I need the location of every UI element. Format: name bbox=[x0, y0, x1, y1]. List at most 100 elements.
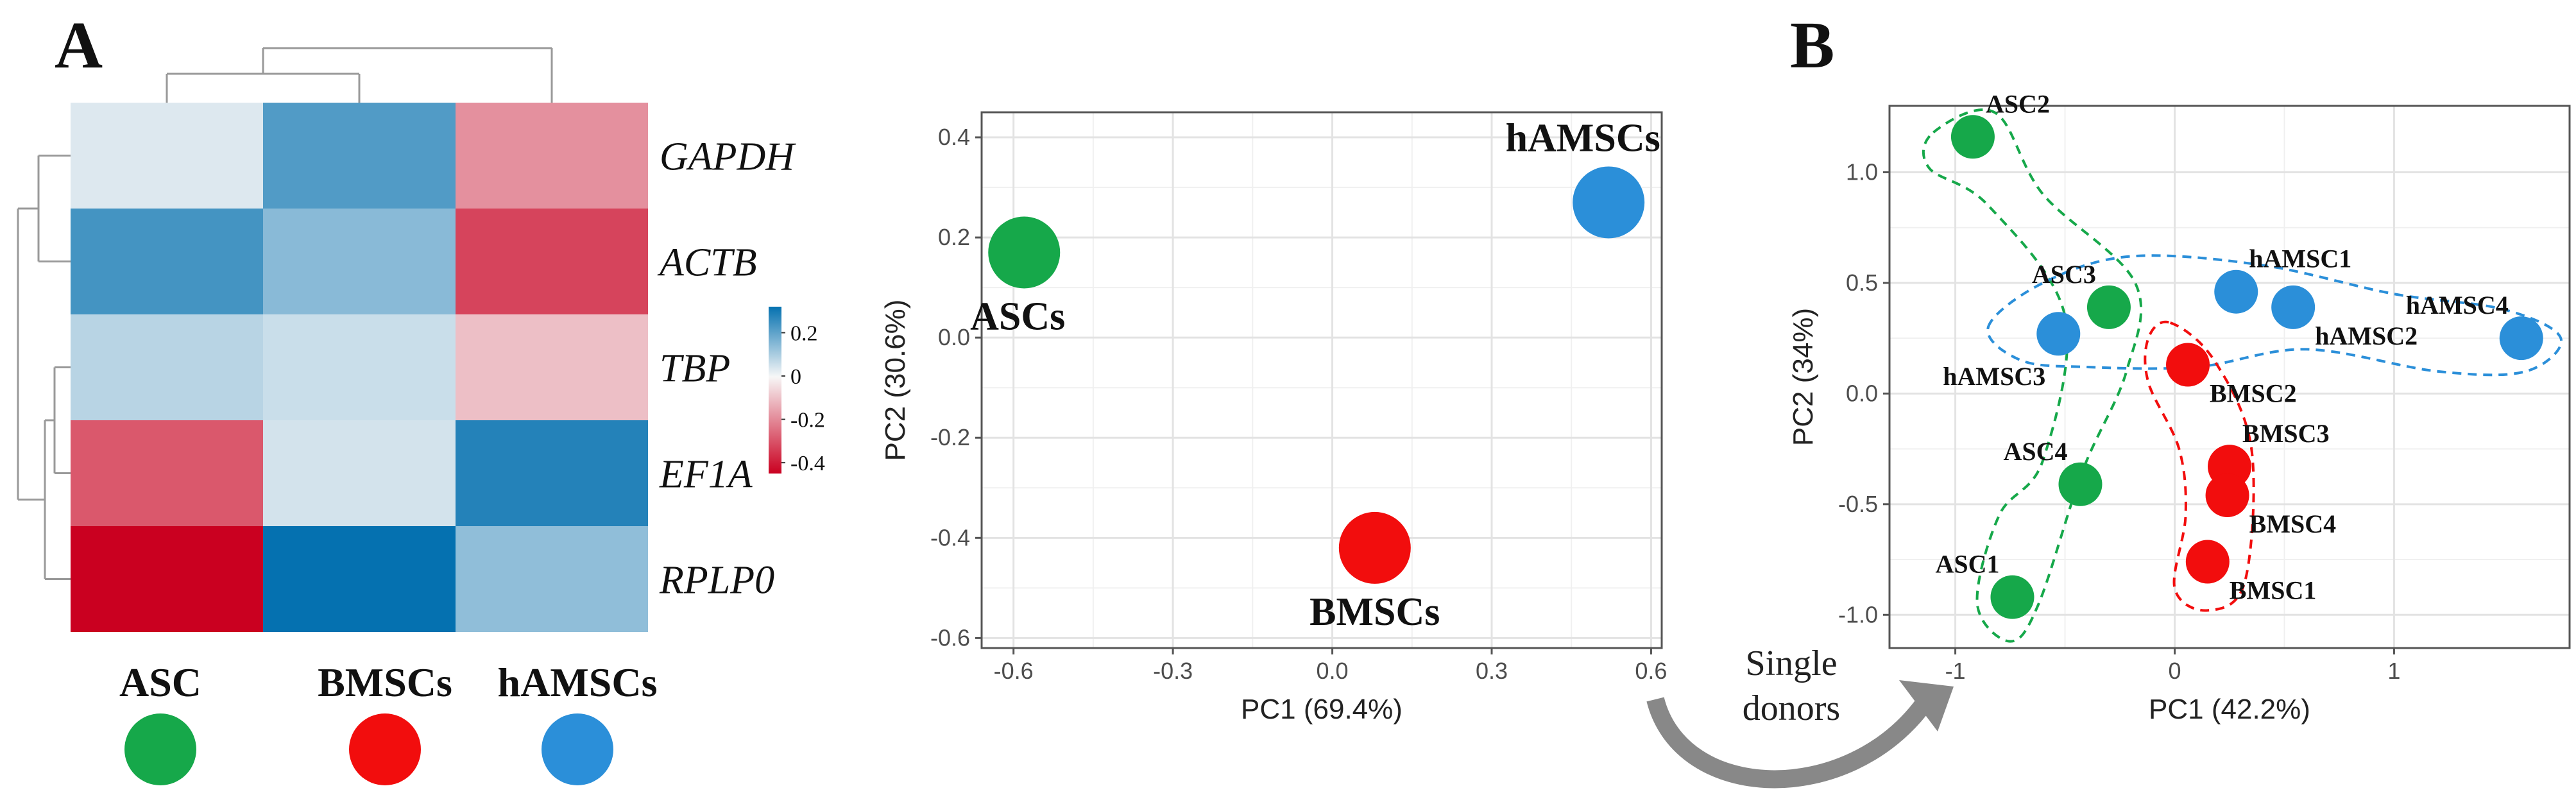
x-tick-label: -1 bbox=[1945, 658, 1966, 684]
point-label: hAMSCs bbox=[1506, 116, 1660, 160]
transition-line2: donors bbox=[1743, 688, 1840, 728]
heatmap-row-labels: GAPDH ACTB TBP EF1A RPLP0 bbox=[657, 135, 796, 602]
legend-swatch bbox=[349, 713, 421, 785]
legend-label: ASC bbox=[119, 660, 201, 705]
data-point bbox=[2058, 462, 2103, 506]
data-point bbox=[1573, 166, 1645, 239]
x-axis-label: PC1 (69.4%) bbox=[1241, 694, 1403, 725]
group-hull bbox=[1922, 108, 2143, 643]
colorbar-gradient bbox=[769, 307, 781, 474]
data-point bbox=[2166, 343, 2210, 387]
y-tick-label: -0.4 bbox=[930, 524, 970, 551]
column-dendrogram bbox=[166, 47, 553, 103]
curved-arrow-icon bbox=[1646, 697, 1932, 789]
group-legend: ASC BMSCs hAMSCs bbox=[119, 660, 657, 785]
pca-chart-groups: -0.6 -0.3 0.0 0.3 0.6 -0.6 -0.4 -0.2 0.0 0.2 0.4 PC… bbox=[880, 111, 1667, 725]
point-label: ASC3 bbox=[2032, 260, 2096, 289]
data-point bbox=[2205, 474, 2249, 518]
data-point bbox=[2271, 285, 2316, 329]
point-label: hAMSC1 bbox=[2249, 244, 2351, 273]
x-tick-label: 1 bbox=[2387, 658, 2400, 684]
heatmap-cell bbox=[71, 209, 263, 314]
heatmap-cell bbox=[263, 103, 456, 209]
y-axis-label: PC2 (34%) bbox=[1787, 308, 1819, 446]
y-tick-label: -0.2 bbox=[930, 424, 970, 450]
y-tick-label: 0.0 bbox=[938, 324, 970, 350]
legend-swatch bbox=[542, 713, 613, 785]
colorbar-tick-label: -0.2 bbox=[790, 409, 825, 432]
x-axis-label: PC1 (42.2%) bbox=[2149, 694, 2310, 725]
data-point bbox=[1990, 575, 2034, 619]
panel-label-b: B bbox=[1790, 8, 1834, 82]
legend-label: BMSCs bbox=[318, 660, 452, 705]
data-point bbox=[2185, 540, 2230, 584]
data-point bbox=[2214, 269, 2258, 314]
heatmap-cell bbox=[263, 314, 456, 420]
row-dendrogram bbox=[17, 155, 71, 580]
data-point bbox=[2036, 312, 2081, 356]
group-hull bbox=[2144, 320, 2255, 612]
data-point bbox=[1950, 115, 1995, 159]
y-tick-label: -0.6 bbox=[930, 624, 970, 651]
y-tick-label: -0.5 bbox=[1838, 491, 1878, 517]
point-label: hAMSC2 bbox=[2315, 321, 2418, 350]
heatmap-row-label: ACTB bbox=[657, 241, 757, 285]
y-tick-label: -1.0 bbox=[1838, 601, 1878, 627]
y-tick-label: 1.0 bbox=[1846, 158, 1878, 185]
heatmap-row-label: TBP bbox=[660, 347, 730, 391]
heatmap-cell bbox=[456, 526, 648, 632]
heatmap-row-label: EF1A bbox=[659, 453, 753, 497]
heatmap-cell bbox=[456, 420, 648, 526]
colorbar-tick-label: -0.4 bbox=[790, 452, 825, 475]
panel-label-a: A bbox=[55, 8, 103, 82]
point-label: ASC4 bbox=[2003, 437, 2067, 466]
point-label: BMSC2 bbox=[2210, 379, 2297, 408]
y-tick-label: 0.4 bbox=[938, 124, 970, 150]
heatmap-cell bbox=[263, 209, 456, 314]
colorbar-tick-label: 0 bbox=[790, 365, 801, 389]
point-label: hAMSC4 bbox=[2406, 291, 2509, 320]
heatmap-cell bbox=[263, 526, 456, 632]
heatmap-cell bbox=[71, 526, 263, 632]
legend-swatch bbox=[124, 713, 196, 785]
x-tick-label: 0.3 bbox=[1476, 658, 1508, 684]
single-donors-transition: Single donors bbox=[1646, 644, 1954, 789]
point-label: BMSC1 bbox=[2230, 576, 2317, 604]
heatmap-cell bbox=[456, 103, 648, 209]
heatmap-colorbar: 0.2 0 -0.2 -0.4 bbox=[769, 307, 825, 475]
heatmap-cell bbox=[71, 314, 263, 420]
group-hull bbox=[1986, 254, 2563, 377]
x-tick-label: 0.0 bbox=[1317, 658, 1349, 684]
heatmap-cell bbox=[263, 420, 456, 526]
plot-border bbox=[980, 111, 1663, 649]
transition-line1: Single bbox=[1745, 644, 1837, 683]
point-label: ASCs bbox=[970, 295, 1065, 339]
point-label: ASC1 bbox=[1935, 550, 1999, 579]
y-tick-label: 0.0 bbox=[1846, 380, 1878, 406]
point-label: BMSC3 bbox=[2242, 419, 2330, 448]
plot-border bbox=[1888, 105, 2571, 649]
point-label: hAMSC3 bbox=[1943, 362, 2045, 391]
x-tick-label: -0.3 bbox=[1153, 658, 1193, 684]
arrowhead-icon bbox=[1899, 680, 1954, 731]
data-point bbox=[1338, 511, 1411, 584]
heatmap-cell bbox=[456, 314, 648, 420]
y-tick-label: 0.5 bbox=[1846, 269, 1878, 296]
point-label: BMSCs bbox=[1309, 590, 1440, 634]
x-tick-label: -0.6 bbox=[994, 658, 1034, 684]
point-label: BMSC4 bbox=[2249, 509, 2337, 538]
data-point bbox=[988, 216, 1061, 289]
x-tick-label: 0.6 bbox=[1635, 658, 1667, 684]
colorbar-tick-label: 0.2 bbox=[790, 322, 818, 346]
heatmap-cells bbox=[71, 103, 648, 632]
y-tick-label: 0.2 bbox=[938, 224, 970, 250]
point-label: ASC2 bbox=[1986, 89, 2050, 118]
legend-label: hAMSCs bbox=[498, 660, 658, 705]
heatmap-row-label: RPLP0 bbox=[659, 559, 774, 602]
heatmap-row-label: GAPDH bbox=[660, 135, 796, 179]
x-tick-label: 0 bbox=[2169, 658, 2181, 684]
data-point bbox=[2086, 285, 2131, 329]
heatmap-chart: GAPDH ACTB TBP EF1A RPLP0 0.2 0 -0.2 -0.4 bbox=[17, 47, 825, 632]
data-point bbox=[2499, 316, 2543, 361]
